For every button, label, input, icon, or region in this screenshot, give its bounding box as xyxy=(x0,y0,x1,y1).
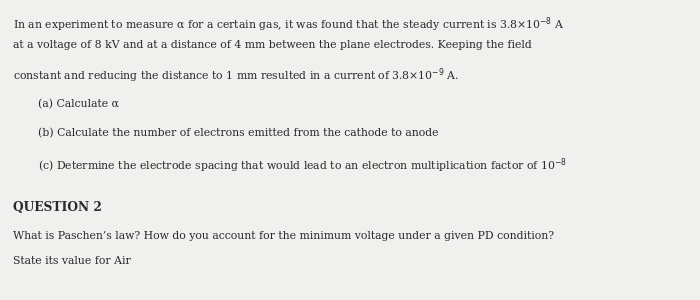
Text: State its value for Air: State its value for Air xyxy=(13,256,130,266)
Text: What is Paschen’s law? How do you account for the minimum voltage under a given : What is Paschen’s law? How do you accoun… xyxy=(13,231,554,241)
Text: In an experiment to measure α for a certain gas, it was found that the steady cu: In an experiment to measure α for a cert… xyxy=(13,15,564,34)
Text: at a voltage of 8 kV and at a distance of 4 mm between the plane electrodes. Kee: at a voltage of 8 kV and at a distance o… xyxy=(13,40,531,50)
Text: (b) Calculate the number of electrons emitted from the cathode to anode: (b) Calculate the number of electrons em… xyxy=(38,128,439,138)
Text: (a) Calculate α: (a) Calculate α xyxy=(38,99,120,109)
Text: QUESTION 2: QUESTION 2 xyxy=(13,201,102,214)
Text: (c) Determine the electrode spacing that would lead to an electron multiplicatio: (c) Determine the electrode spacing that… xyxy=(38,156,568,175)
Text: constant and reducing the distance to 1 mm resulted in a current of 3.8×10$^{-9}: constant and reducing the distance to 1 … xyxy=(13,66,459,85)
